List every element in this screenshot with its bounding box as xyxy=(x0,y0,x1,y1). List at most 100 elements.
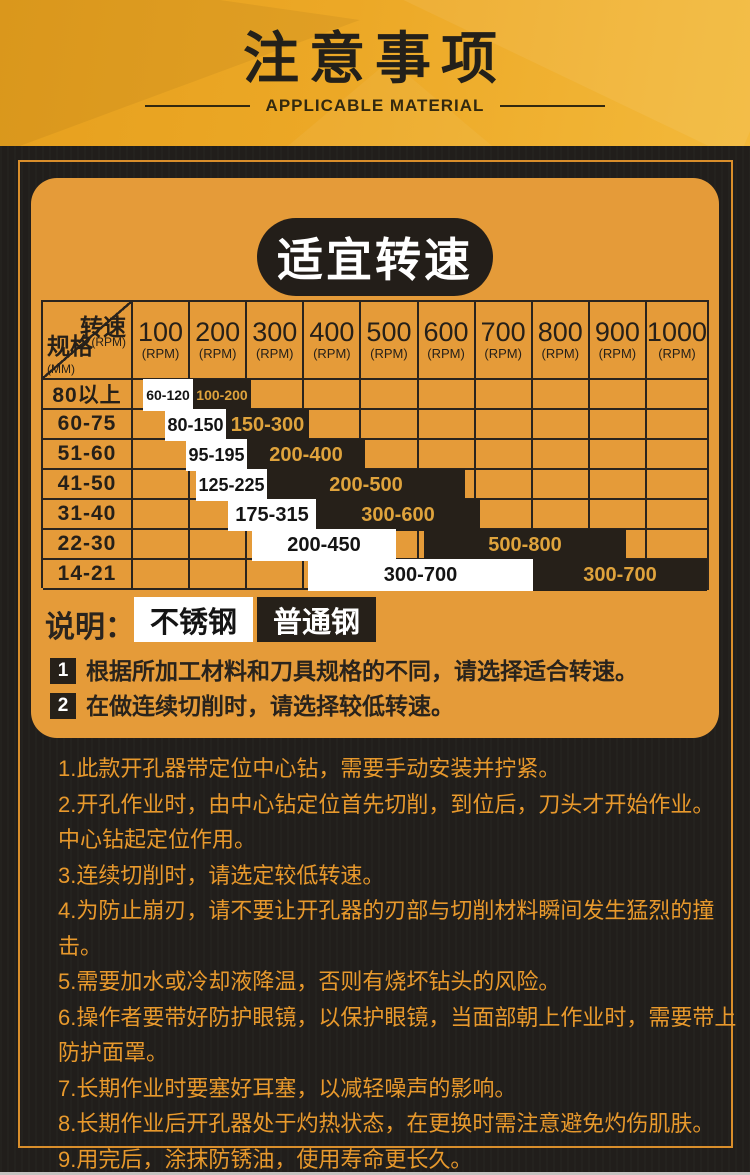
speed-cell xyxy=(133,440,191,470)
speed-cell xyxy=(133,560,191,590)
column-header-300rpm: 300 (RPM) xyxy=(247,302,305,380)
speed-table: 转速 (RPM) 规格 (MM) 100 (RPM) 200 (RPM) 300 (RPM… xyxy=(41,300,709,591)
speed-cell xyxy=(190,410,248,440)
column-header-unit: (RPM) xyxy=(255,346,294,361)
column-header-unit: (RPM) xyxy=(370,346,408,361)
legend-stainless-steel: 不锈钢 xyxy=(134,597,253,642)
speed-cell xyxy=(304,440,362,470)
corner-spec-label: 规格 xyxy=(47,333,93,359)
speed-cell xyxy=(532,470,590,500)
speed-cell xyxy=(646,410,709,440)
speed-cell xyxy=(589,440,647,470)
speed-cell xyxy=(475,560,533,590)
page-title: 注意事项 xyxy=(243,27,507,90)
content-section: 适宜转速 转速 (RPM) 规格 (MM) 100 (RPM) 200 (RPM) 30… xyxy=(0,146,750,1175)
speed-cell xyxy=(361,560,419,590)
speed-cell xyxy=(418,500,476,530)
corner-speed-label: 转速 xyxy=(80,314,126,340)
speed-cell xyxy=(190,500,248,530)
precaution-item: 3.连续切削时，请选定较低转速。 xyxy=(58,862,385,888)
table-corner-cell: 转速 (RPM) 规格 (MM) xyxy=(43,302,133,380)
corner-spec-unit: (MM) xyxy=(47,362,75,376)
speed-cell xyxy=(190,470,248,500)
speed-cell xyxy=(133,470,191,500)
speed-cell xyxy=(247,440,305,470)
page-subtitle: APPLICABLE MATERIAL xyxy=(265,96,485,115)
speed-cell xyxy=(190,560,248,590)
column-header-unit: (RPM) xyxy=(198,346,237,361)
page-subtitle-row: APPLICABLE MATERIAL xyxy=(0,96,750,116)
column-header-unit: (RPM) xyxy=(427,346,465,361)
column-header-value: 600 xyxy=(423,317,469,347)
panel-note-1: 1 根据所加工材料和刀具规格的不同，请选择适合转速。 xyxy=(50,658,638,685)
speed-cell xyxy=(247,380,305,410)
speed-cell xyxy=(475,380,533,410)
speed-cell xyxy=(646,530,709,560)
column-header-unit: (RPM) xyxy=(484,346,522,361)
column-header-value: 200 xyxy=(195,317,241,347)
row-label-22-30: 22-30 xyxy=(43,530,133,560)
column-header-400rpm: 400 (RPM) xyxy=(304,302,362,380)
bottom-edge-strip xyxy=(0,1172,750,1175)
note-text: 在做连续切削时，请选择较低转速。 xyxy=(86,693,454,719)
speed-cell xyxy=(532,440,590,470)
speed-cell xyxy=(190,440,248,470)
speed-cell xyxy=(532,410,590,440)
column-header-value: 300 xyxy=(252,317,298,347)
legend-label: 说明： xyxy=(45,611,135,644)
speed-cell xyxy=(589,410,647,440)
speed-cell xyxy=(133,530,191,560)
speed-cell xyxy=(475,470,533,500)
speed-cell xyxy=(304,470,362,500)
row-label-14-21: 14-21 xyxy=(43,560,133,590)
speed-cell xyxy=(589,500,647,530)
speed-cell xyxy=(247,530,305,560)
column-header-unit: (RPM) xyxy=(598,346,637,361)
column-header-value: 400 xyxy=(309,317,355,347)
row-label-41-50: 41-50 xyxy=(43,470,133,500)
column-header-unit: (RPM) xyxy=(141,346,180,361)
speed-cell xyxy=(589,470,647,500)
note-text: 根据所加工材料和刀具规格的不同，请选择适合转速。 xyxy=(86,658,638,684)
speed-cell xyxy=(304,500,362,530)
row-label-51-60: 51-60 xyxy=(43,440,133,470)
note-number: 2 xyxy=(50,693,76,719)
speed-cell xyxy=(475,500,533,530)
row-label-60-75: 60-75 xyxy=(43,410,133,440)
speed-cell xyxy=(418,440,476,470)
row-label-80以上: 80以上 xyxy=(43,380,133,410)
speed-cell xyxy=(646,440,709,470)
speed-cell xyxy=(190,530,248,560)
panel-note-2: 2 在做连续切削时，请选择较低转速。 xyxy=(50,693,454,720)
speed-cell xyxy=(418,470,476,500)
column-header-700rpm: 700 (RPM) xyxy=(475,302,533,380)
precaution-item: 2.开孔作业时，由中心钻定位首先切削，到位后，刀头才开始作业。 中心钻起定位作用… xyxy=(58,791,715,853)
precaution-item: 6.操作者要带好防护眼镜，以保护眼镜，当面部朝上作业时，需要带上 防护面罩。 xyxy=(58,1004,737,1066)
speed-cell xyxy=(475,410,533,440)
column-header-unit: (RPM) xyxy=(313,346,351,361)
column-header-200rpm: 200 (RPM) xyxy=(190,302,248,380)
column-header-900rpm: 900 (RPM) xyxy=(589,302,647,380)
note-number: 1 xyxy=(50,658,76,684)
speed-cell xyxy=(361,410,419,440)
speed-cell xyxy=(418,560,476,590)
speed-cell xyxy=(532,500,590,530)
corner-speed-unit: (RPM) xyxy=(91,335,126,349)
speed-cell xyxy=(589,530,647,560)
decorative-frame-border xyxy=(18,160,733,1148)
speed-cell xyxy=(589,380,647,410)
speed-panel: 适宜转速 转速 (RPM) 规格 (MM) 100 (RPM) 200 (RPM) 30… xyxy=(31,178,719,738)
column-header-600rpm: 600 (RPM) xyxy=(418,302,476,380)
precaution-item: 9.用完后，涂抹防锈油，使用寿命更长久。 xyxy=(58,1146,473,1172)
precaution-item: 7.长期作业时要塞好耳塞，以减轻噪声的影响。 xyxy=(58,1075,517,1101)
column-header-value: 1000 xyxy=(646,317,707,347)
speed-cell xyxy=(532,560,590,590)
precaution-item: 5.需要加水或冷却液降温，否则有烧坏钻头的风险。 xyxy=(58,969,561,994)
speed-cell xyxy=(475,440,533,470)
column-header-unit: (RPM) xyxy=(541,346,580,361)
speed-cell xyxy=(361,440,419,470)
column-header-800rpm: 800 (RPM) xyxy=(532,302,590,380)
precautions-list: 1.此款开孔器带定位中心钻，需要手动安装并拧紧。 2.开孔作业时，由中心钻定位首先… xyxy=(58,751,746,1175)
row-label-31-40: 31-40 xyxy=(43,500,133,530)
